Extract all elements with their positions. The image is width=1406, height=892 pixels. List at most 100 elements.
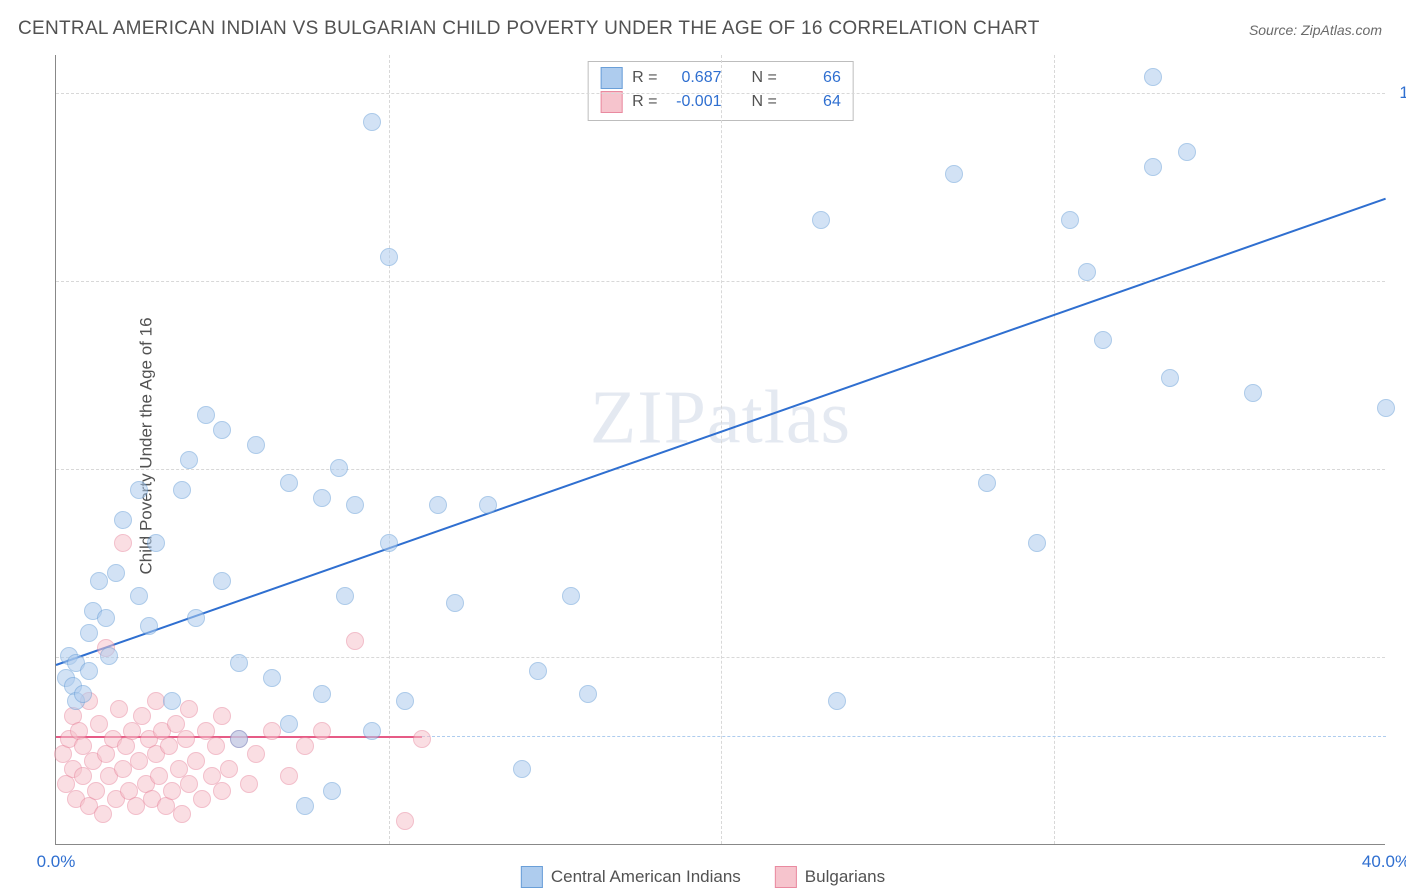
data-point [130,481,148,499]
data-point [363,113,381,131]
legend-item: Bulgarians [775,866,885,888]
data-point [123,722,141,740]
data-point [173,481,191,499]
data-point [313,722,331,740]
data-point [147,692,165,710]
data-point [413,730,431,748]
swatch-icon [600,67,622,89]
y-tick-label: 25.0% [1393,647,1406,667]
data-point [336,587,354,605]
data-point [479,496,497,514]
n-value: 66 [787,66,841,90]
data-point [80,662,98,680]
swatch-icon [775,866,797,888]
data-point [1078,263,1096,281]
data-point [74,685,92,703]
data-point [107,564,125,582]
x-tick-label: 40.0% [1362,852,1406,872]
data-point [110,700,128,718]
data-point [296,797,314,815]
data-point [130,752,148,770]
data-point [313,489,331,507]
r-label: R = [632,66,657,90]
data-point [396,692,414,710]
data-point [180,700,198,718]
data-point [163,782,181,800]
data-point [213,572,231,590]
data-point [562,587,580,605]
data-point [1028,534,1046,552]
data-point [127,797,145,815]
data-point [313,685,331,703]
data-point [147,534,165,552]
data-point [150,767,168,785]
data-point [187,752,205,770]
data-point [230,654,248,672]
data-point [160,737,178,755]
data-point [87,782,105,800]
source-attribution: Source: ZipAtlas.com [1249,22,1382,38]
data-point [296,737,314,755]
data-point [1061,211,1079,229]
chart-title: CENTRAL AMERICAN INDIAN VS BULGARIAN CHI… [18,18,1040,40]
data-point [74,767,92,785]
data-point [396,812,414,830]
data-point [263,722,281,740]
data-point [280,767,298,785]
data-point [180,775,198,793]
data-point [130,587,148,605]
data-point [380,248,398,266]
data-point [100,647,118,665]
data-point [945,165,963,183]
data-point [180,451,198,469]
data-point [114,511,132,529]
legend-label: Central American Indians [551,867,741,887]
data-point [1144,158,1162,176]
swatch-icon [600,91,622,113]
y-tick-label: 100.0% [1393,83,1406,103]
data-point [247,745,265,763]
data-point [173,805,191,823]
data-point [263,669,281,687]
data-point [247,436,265,454]
data-point [812,211,830,229]
data-point [240,775,258,793]
data-point [213,782,231,800]
data-point [197,406,215,424]
data-point [1377,399,1395,417]
n-label: N = [752,66,777,90]
data-point [163,692,181,710]
data-point [529,662,547,680]
data-point [90,572,108,590]
data-point [1178,143,1196,161]
legend-item: Central American Indians [521,866,741,888]
data-point [280,474,298,492]
data-point [579,685,597,703]
data-point [114,760,132,778]
data-point [187,609,205,627]
data-point [1094,331,1112,349]
data-point [429,496,447,514]
data-point [280,715,298,733]
data-point [323,782,341,800]
data-point [513,760,531,778]
data-point [1144,68,1162,86]
data-point [346,632,364,650]
data-point [140,617,158,635]
data-point [114,534,132,552]
r-value: 0.687 [668,66,722,90]
legend-label: Bulgarians [805,867,885,887]
data-point [177,730,195,748]
data-point [1244,384,1262,402]
data-point [94,805,112,823]
data-point [380,534,398,552]
y-tick-label: 50.0% [1393,459,1406,479]
data-point [213,421,231,439]
data-point [828,692,846,710]
y-tick-label: 75.0% [1393,271,1406,291]
data-point [978,474,996,492]
data-point [207,737,225,755]
data-point [346,496,364,514]
data-point [1161,369,1179,387]
data-point [97,609,115,627]
